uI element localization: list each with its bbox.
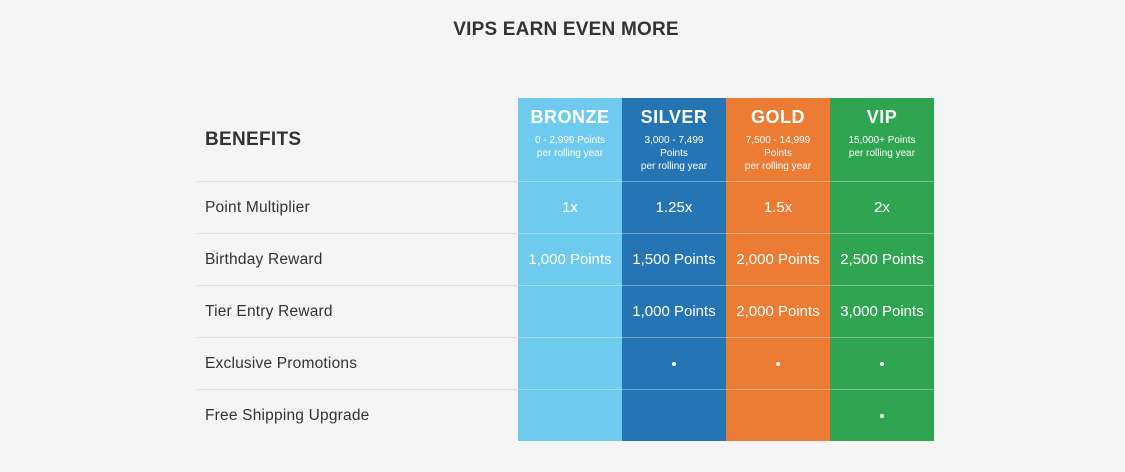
- tier-header-vip: VIP 15,000+ Points per rolling year: [830, 98, 934, 181]
- benefit-label: Point Multiplier: [197, 181, 518, 233]
- tier-range: 15,000+ Points per rolling year: [848, 135, 916, 159]
- vip-cell: [830, 389, 934, 441]
- tier-range: 3,000 - 7,499 Points per rolling year: [640, 135, 708, 172]
- benefits-table: BENEFITS BRONZE 0 - 2,999 Points per rol…: [197, 98, 936, 441]
- included-dot-icon: [880, 413, 884, 418]
- tier-header-bronze: BRONZE 0 - 2,999 Points per rolling year: [518, 98, 622, 181]
- tier-name: GOLD: [751, 107, 805, 127]
- tier-range: 7,500 - 14,999 Points per rolling year: [744, 135, 812, 172]
- table-header-row: BENEFITS BRONZE 0 - 2,999 Points per rol…: [197, 98, 936, 181]
- silver-cell: [622, 337, 726, 389]
- tier-name: SILVER: [640, 107, 708, 127]
- tier-header-gold: GOLD 7,500 - 14,999 Points per rolling y…: [726, 98, 830, 181]
- included-dot-icon: [672, 361, 676, 366]
- table-row: Point Multiplier 1x 1.25x 1.5x 2x: [197, 181, 936, 233]
- benefit-label: Birthday Reward: [197, 233, 518, 285]
- bronze-cell: [518, 389, 622, 441]
- silver-cell: [622, 389, 726, 441]
- vip-value: 2,500 Points: [830, 233, 934, 285]
- benefit-label: Free Shipping Upgrade: [197, 389, 518, 441]
- silver-value: 1.25x: [622, 181, 726, 233]
- tier-header-silver: SILVER 3,000 - 7,499 Points per rolling …: [622, 98, 726, 181]
- gold-cell: [726, 389, 830, 441]
- tier-range: 0 - 2,999 Points per rolling year: [534, 135, 606, 159]
- included-dot-icon: [880, 361, 884, 366]
- gold-cell: [726, 337, 830, 389]
- bronze-value: 1,000 Points: [518, 233, 622, 285]
- silver-value: 1,000 Points: [622, 285, 726, 337]
- table-row: Exclusive Promotions: [197, 337, 936, 389]
- gold-value: 1.5x: [726, 181, 830, 233]
- tier-name: BRONZE: [530, 107, 610, 127]
- vip-cell: [830, 337, 934, 389]
- included-dot-icon: [776, 361, 780, 366]
- table-row: Tier Entry Reward 1,000 Points 2,000 Poi…: [197, 285, 936, 337]
- gold-value: 2,000 Points: [726, 285, 830, 337]
- benefit-label: Tier Entry Reward: [197, 285, 518, 337]
- bronze-cell: [518, 337, 622, 389]
- page-title: VIPS EARN EVEN MORE: [453, 19, 679, 40]
- vip-value: 2x: [830, 181, 934, 233]
- bronze-value: [518, 285, 622, 337]
- bronze-value: 1x: [518, 181, 622, 233]
- table-row: Free Shipping Upgrade: [197, 389, 936, 441]
- benefits-header: BENEFITS: [205, 128, 302, 150]
- silver-value: 1,500 Points: [622, 233, 726, 285]
- vip-value: 3,000 Points: [830, 285, 934, 337]
- gold-value: 2,000 Points: [726, 233, 830, 285]
- table-row: Birthday Reward 1,000 Points 1,500 Point…: [197, 233, 936, 285]
- tier-name: VIP: [866, 107, 898, 127]
- benefit-label: Exclusive Promotions: [197, 337, 518, 389]
